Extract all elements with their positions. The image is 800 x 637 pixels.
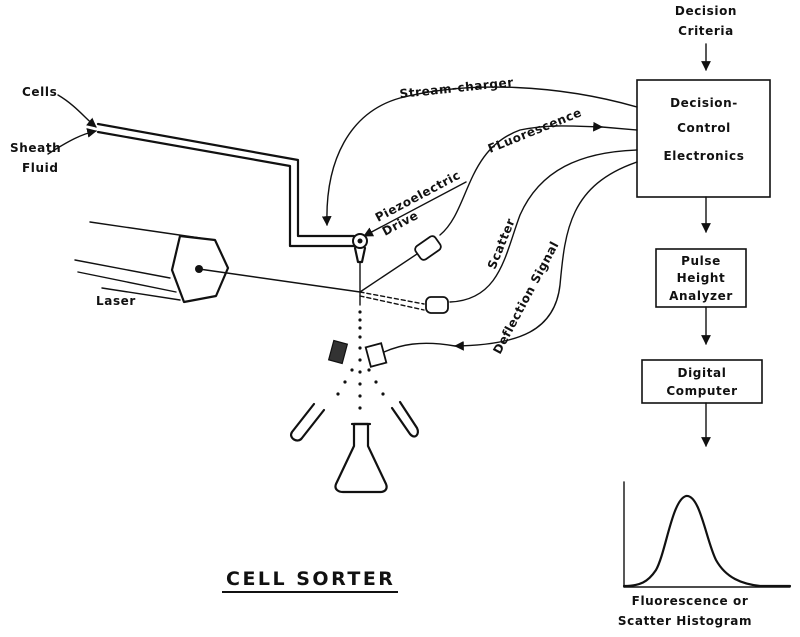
svg-text:Electronics: Electronics (664, 149, 745, 163)
scatter-detector (359, 291, 449, 314)
svg-text:Sheath: Sheath (10, 141, 61, 155)
svg-text:Analyzer: Analyzer (669, 289, 733, 303)
scatter-line (449, 149, 638, 303)
piezoelectric-drive-label: Piezoelectric Drive (373, 168, 463, 239)
svg-text:Fluorescence or: Fluorescence or (632, 594, 749, 608)
svg-text:Control: Control (677, 121, 731, 135)
stream-charger-label: Stream-charger (399, 75, 515, 101)
histogram-plot (622, 481, 792, 588)
svg-text:Computer: Computer (666, 384, 737, 398)
fluorescence-connector (601, 126, 638, 131)
histogram-curve (622, 494, 792, 588)
fluorescence-line (439, 121, 603, 236)
flow-nozzle (352, 233, 368, 306)
laser-body (74, 221, 230, 304)
svg-text:Fluid: Fluid (22, 161, 59, 175)
sheath-arrow (47, 128, 97, 155)
droplet-stream (336, 310, 385, 410)
svg-text:Decision-: Decision- (670, 96, 738, 110)
svg-text:Decision: Decision (675, 4, 737, 18)
laser-beam (198, 268, 361, 293)
digital-computer-box: Digital Computer (641, 359, 763, 404)
svg-text:Pulse: Pulse (681, 254, 721, 268)
scatter-label: Scatter (485, 216, 518, 271)
cells-label: Cells (22, 85, 57, 99)
deflection-signal-line (454, 161, 638, 351)
laser-label: Laser (96, 294, 136, 308)
fluorescence-detector (359, 235, 442, 293)
histogram-caption: Fluorescence or Scatter Histogram (618, 594, 752, 628)
sheath-fluid-label: Sheath Fluid (10, 141, 61, 175)
left-collection-tube (290, 402, 326, 442)
svg-text:Scatter Histogram: Scatter Histogram (618, 614, 752, 628)
svg-text:Height: Height (677, 271, 726, 285)
decision-criteria-label: Decision Criteria (675, 4, 737, 38)
stream-charger-line (321, 86, 638, 226)
piezo-arrow (363, 181, 467, 237)
right-collection-tube (390, 400, 419, 438)
deflection-plates (327, 339, 456, 368)
collection-flask (334, 422, 388, 494)
cells-arrow (57, 94, 97, 128)
pulse-height-analyzer-box: Pulse Height Analyzer (655, 248, 747, 308)
svg-text:Criteria: Criteria (678, 24, 734, 38)
fluorescence-label: FLuorescence (486, 105, 584, 155)
decision-control-electronics-box: Decision- Control Electronics (636, 79, 771, 198)
fluid-tube (96, 122, 356, 248)
diagram-title: CELL SORTER (226, 568, 395, 590)
svg-text:Digital: Digital (678, 366, 727, 380)
